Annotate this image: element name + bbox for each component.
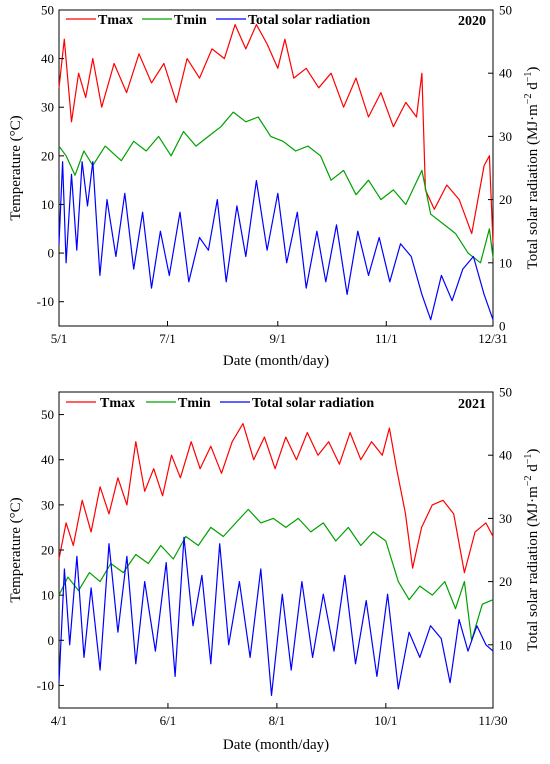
y-tick-label: 20	[41, 543, 54, 558]
y-tick-label: 10	[41, 197, 54, 212]
y-right-tick-label: 30	[499, 511, 512, 526]
plot-frame	[58, 9, 494, 327]
series-line-tmin	[58, 111, 494, 264]
series-line-radiation	[58, 161, 494, 321]
legend-label-tmin: Tmin	[178, 396, 211, 411]
axis-ticks: -10 0 10 20 30 40 50 0 10 20 30 40 50 5/1 7/1 9/1 11/1 12…	[37, 3, 512, 347]
plot-frame	[58, 391, 494, 709]
chart-panel-2020: -10 0 10 20 30 40 50 0 10 20 30 40 50 5/1 7/1 9/1 11/1 12…	[8, 3, 541, 370]
axis-ticks: -10 0 10 20 30 40 50 10 20 30 40 50 4/1 6/1 8/1 10/1 11/…	[37, 385, 512, 729]
chart-panel-2021: -10 0 10 20 30 40 50 10 20 30 40 50 4/1 6/1 8/1 10/1 11/…	[8, 385, 541, 754]
y-right-tick-label: 40	[499, 448, 512, 463]
y-tick-label: 50	[41, 407, 54, 422]
x-tick-label: 5/1	[51, 331, 68, 346]
series-lines	[58, 24, 494, 321]
y-right-tick-label: 50	[499, 3, 512, 18]
y-right-tick-label: 30	[499, 129, 512, 144]
y-right-tick-label: 40	[499, 66, 512, 81]
x-axis-title: Date (month/day)	[223, 353, 329, 369]
legend: Tmax Tmin Total solar radiation	[66, 13, 370, 28]
legend-label-tmax: Tmax	[98, 13, 133, 28]
legend-label-tmin: Tmin	[174, 13, 207, 28]
series-line-radiation	[58, 536, 494, 697]
y-right-tick-label: 0	[499, 319, 506, 334]
y-axis-right-title: Total solar radiation (MJ·m−2 d−1)	[523, 67, 541, 270]
x-tick-label: 12/31	[478, 331, 508, 346]
x-tick-label: 11/30	[478, 713, 507, 728]
y-axis-right-title: Total solar radiation (MJ·m−2 d−1)	[523, 449, 541, 652]
series-line-tmax	[58, 24, 494, 244]
series-line-tmax	[58, 423, 494, 574]
x-tick-label: 4/1	[51, 713, 68, 728]
x-axis-title: Date (month/day)	[223, 737, 329, 753]
y-right-tick-label: 10	[499, 637, 512, 652]
y-tick-label: -10	[37, 678, 54, 693]
y-tick-label: 30	[41, 497, 54, 512]
legend-label-radiation: Total solar radiation	[252, 396, 374, 411]
y-right-tick-label: 20	[499, 574, 512, 589]
y-tick-label: 40	[41, 51, 54, 66]
y-tick-label: 0	[48, 246, 55, 261]
y-axis-title: Temperature (°C)	[8, 115, 24, 220]
y-tick-label: 10	[41, 588, 54, 603]
y-right-tick-label: 10	[499, 255, 512, 270]
y-tick-label: -10	[37, 294, 54, 309]
series-lines	[58, 423, 494, 697]
y-tick-label: 40	[41, 452, 54, 467]
x-tick-label: 8/1	[269, 713, 286, 728]
y-tick-label: 20	[41, 148, 54, 163]
y-tick-label: 30	[41, 100, 54, 115]
x-tick-label: 10/1	[374, 713, 397, 728]
x-tick-label: 6/1	[160, 713, 177, 728]
x-tick-label: 7/1	[159, 331, 176, 346]
legend: Tmax Tmin Total solar radiation	[66, 396, 374, 411]
year-label: 2020	[458, 14, 486, 29]
y-right-tick-label: 20	[499, 192, 512, 207]
legend-label-tmax: Tmax	[100, 396, 135, 411]
x-tick-label: 11/1	[375, 331, 398, 346]
year-label: 2021	[458, 397, 486, 412]
y-tick-label: 50	[41, 3, 54, 18]
y-axis-title: Temperature (°C)	[8, 497, 24, 602]
x-tick-label: 9/1	[269, 331, 286, 346]
y-right-tick-label: 50	[499, 385, 512, 400]
legend-label-radiation: Total solar radiation	[248, 13, 370, 28]
y-tick-label: 0	[48, 633, 55, 648]
